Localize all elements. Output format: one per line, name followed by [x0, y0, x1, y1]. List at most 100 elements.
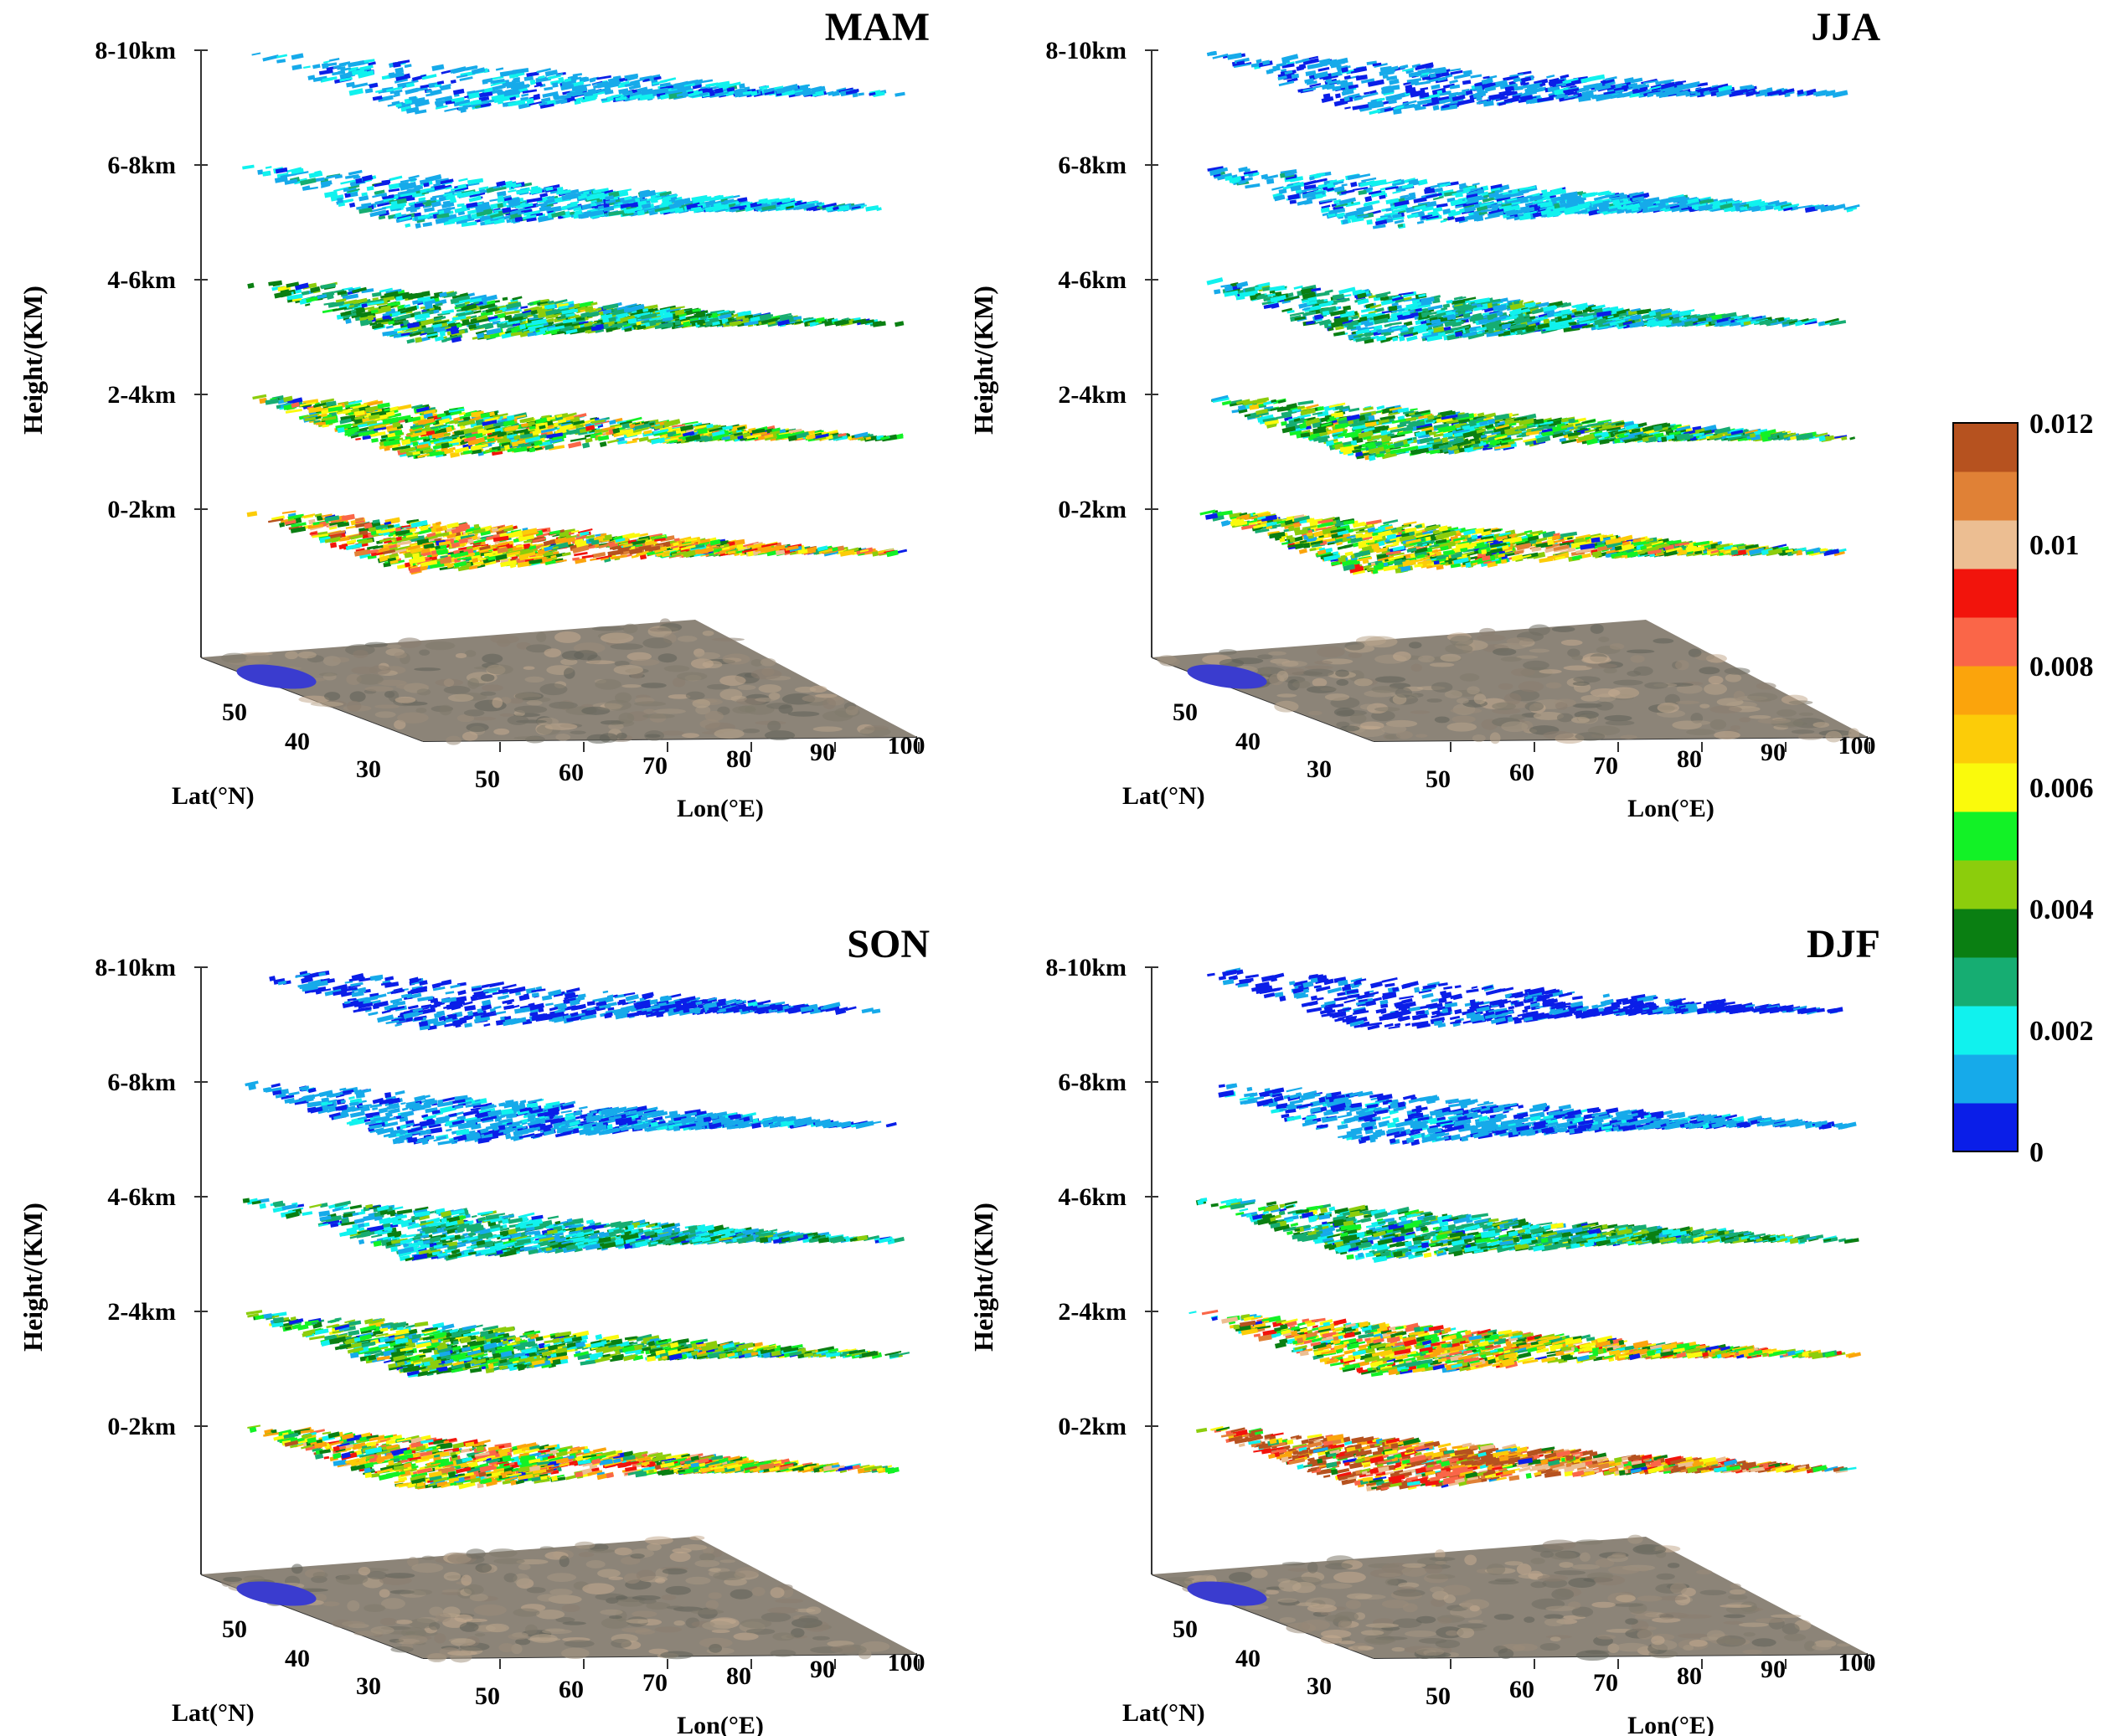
data-cell — [305, 303, 310, 307]
data-cell — [303, 65, 311, 69]
basemap-texture — [705, 711, 724, 722]
layer-4-6km — [247, 281, 904, 344]
data-cell — [262, 171, 271, 177]
data-cell — [423, 222, 433, 227]
basemap-texture — [549, 702, 577, 709]
basemap-texture — [464, 709, 485, 716]
height-tick-label: 2-4km — [107, 381, 176, 409]
lon-tick-label: 60 — [559, 759, 584, 786]
basemap-texture — [645, 734, 660, 738]
basemap-texture — [298, 652, 317, 658]
basemap-texture — [221, 653, 248, 663]
basemap-texture — [527, 700, 543, 705]
basemap-texture — [425, 641, 456, 650]
basemap-texture — [779, 704, 793, 713]
basemap-texture — [319, 672, 337, 676]
basemap-texture — [245, 653, 270, 665]
data-cell — [858, 92, 864, 95]
y-axis-label: Height/(KM) — [18, 286, 48, 435]
data-cell — [358, 195, 369, 201]
basemap-texture — [686, 692, 705, 700]
basemap-texture — [349, 691, 365, 702]
basemap-texture — [499, 713, 514, 717]
height-tick-label: 6-8km — [107, 152, 176, 179]
data-cell — [895, 92, 905, 97]
basemap-texture — [398, 637, 421, 648]
basemap-texture — [513, 736, 541, 739]
basemap-texture — [755, 698, 776, 702]
data-cell — [337, 198, 343, 203]
panel-mam: 8-10km6-8km4-6km2-4km0-2kmHeight/(KM)504… — [18, 5, 930, 822]
layer-6-8km — [242, 165, 882, 229]
data-cell — [365, 88, 374, 93]
basemap-texture — [311, 702, 344, 707]
data-cell — [291, 64, 302, 70]
data-cell — [349, 88, 364, 95]
data-cell — [660, 77, 676, 83]
basemap-texture — [743, 729, 760, 734]
basemap-texture — [462, 732, 478, 741]
data-cell — [458, 178, 467, 182]
lat-tick-label: 50 — [222, 698, 247, 726]
basemap-texture — [467, 678, 479, 689]
basemap-texture — [564, 667, 575, 678]
data-cell — [369, 83, 378, 89]
basemap-texture — [554, 631, 580, 643]
lat-tick-label: 30 — [356, 755, 381, 783]
basemap-texture — [738, 685, 756, 690]
basemap-texture — [324, 692, 340, 701]
data-cell — [367, 186, 374, 191]
basemap-texture — [365, 642, 388, 647]
basemap-texture — [524, 677, 544, 683]
basemap-texture — [634, 701, 666, 706]
basemap-texture — [846, 706, 858, 715]
basemap-texture — [480, 692, 496, 696]
data-cell — [415, 223, 420, 229]
basemap-texture — [555, 734, 570, 741]
basemap-texture — [682, 733, 699, 738]
lon-tick-label: 90 — [810, 739, 835, 766]
data-cell — [329, 58, 340, 62]
basemap-texture — [487, 664, 513, 674]
basemap-texture — [395, 697, 416, 703]
basemap-texture — [631, 659, 660, 666]
basemap-texture — [415, 708, 426, 713]
basemap-texture — [347, 701, 361, 712]
basemap-texture — [369, 665, 391, 674]
basemap-texture — [714, 729, 744, 739]
basemap-texture — [456, 653, 467, 658]
data-cell — [437, 80, 444, 85]
basemap-texture — [523, 666, 535, 669]
basemap-texture — [472, 717, 496, 721]
basemap-texture — [595, 679, 621, 690]
basemap-texture — [601, 632, 634, 643]
basemap-texture — [592, 626, 624, 631]
basemap-texture — [374, 704, 400, 708]
basemap-texture — [703, 631, 714, 636]
lat-tick-label: 40 — [285, 728, 310, 755]
basemap-texture — [482, 654, 503, 664]
basemap-texture — [353, 650, 369, 658]
data-cell — [405, 223, 410, 227]
basemap-texture — [751, 669, 782, 680]
basemap-texture — [719, 675, 745, 686]
basemap-texture — [622, 624, 637, 634]
lon-tick-label: 50 — [475, 765, 500, 793]
basemap-texture — [397, 713, 429, 724]
data-cell — [451, 80, 456, 84]
data-cell — [382, 75, 390, 80]
basemap-texture — [616, 733, 626, 739]
basemap-texture — [514, 706, 547, 713]
basemap-texture — [417, 688, 431, 695]
basemap-texture — [658, 653, 678, 662]
data-cell — [444, 107, 459, 112]
basemap-texture — [643, 708, 655, 713]
basemap-texture — [466, 723, 488, 732]
basemap-texture — [439, 705, 451, 716]
basemap-texture — [795, 687, 817, 693]
data-cell — [453, 89, 465, 95]
basemap-texture — [813, 726, 843, 731]
basemap-texture — [864, 725, 889, 730]
basemap-texture — [621, 684, 641, 688]
data-cell — [312, 64, 321, 69]
